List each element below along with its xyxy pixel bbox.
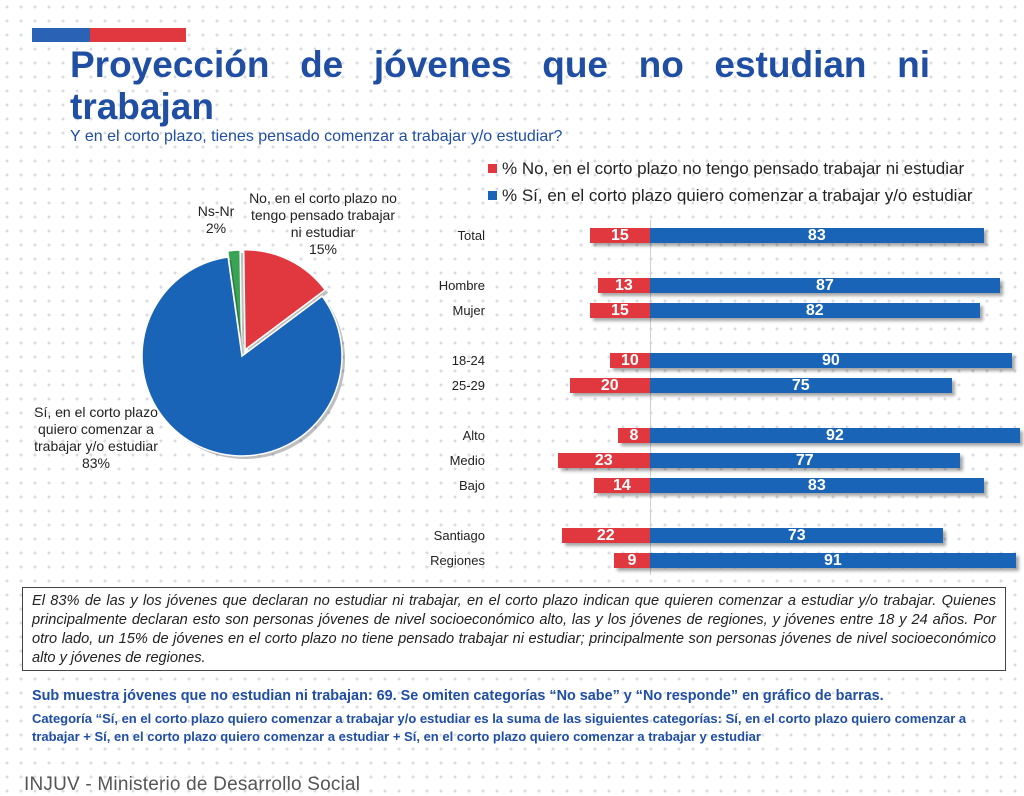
bar-no: 8 (617, 428, 650, 444)
legend-item-no: % No, en el corto plazo no tengo pensado… (488, 155, 973, 182)
bar-si: 83 (650, 478, 984, 494)
flag-stripe-red (90, 28, 186, 42)
pie-label-si: Sí, en el corto plazo quiero comenzar a … (20, 404, 172, 472)
pie-slice-si (141, 256, 343, 457)
bar-category-label: Mujer (452, 303, 485, 318)
bar-no: 14 (593, 478, 650, 494)
bar-row: Bajo 14 83 (400, 478, 1024, 494)
bar-zero-line (650, 220, 651, 575)
bar-si: 92 (650, 428, 1020, 444)
pie-label-si-line: trabajar y/o estudiar (34, 438, 158, 454)
pie-label-no-line: tengo pensado trabajar (251, 207, 395, 223)
bar-category-label: Bajo (458, 478, 485, 493)
bar-no: 13 (597, 278, 650, 294)
bar-category-label: Hombre (438, 278, 485, 293)
bar-si: 82 (650, 303, 980, 319)
bar-row: 25-29 20 75 (400, 378, 1024, 394)
pie-label-nsnr: Ns-Nr 2% (188, 203, 244, 237)
footnote-sample: Sub muestra jóvenes que no estudian ni t… (32, 688, 884, 704)
footnote-category: Categoría “Sí, en el corto plazo quiero … (32, 711, 967, 744)
bar-category-label: Total (457, 228, 485, 243)
bar-category-label: 25-29 (451, 378, 485, 393)
bar-no: 20 (569, 378, 650, 394)
pie-label-si-line: Sí, en el corto plazo (34, 404, 158, 420)
legend-label-no: % No, en el corto plazo no tengo pensado… (502, 158, 965, 178)
bar-si: 87 (650, 278, 1000, 294)
bar-category-label: Santiago (433, 528, 485, 543)
bar-si: 91 (650, 553, 1016, 569)
bar-si: 83 (650, 228, 984, 244)
bar-no: 23 (557, 453, 650, 469)
bar-no: 15 (589, 228, 650, 244)
legend-swatch-si (488, 191, 497, 200)
page-title: Proyección de jóvenes que no estudian ni… (70, 44, 930, 127)
bar-row: Regiones 9 91 (400, 553, 1024, 569)
bar-si: 90 (650, 353, 1012, 369)
bar-row: Mujer 15 82 (400, 303, 1024, 319)
pie-slice-no (242, 248, 327, 352)
bar-row: Alto 8 92 (400, 428, 1024, 444)
pie-label-no-line: No, en el corto plazo no (249, 190, 397, 206)
bar-category-label: Medio (449, 453, 485, 468)
pie-label-si-line: quiero comenzar a (38, 421, 154, 437)
bar-si: 75 (650, 378, 952, 394)
pie-label-nsnr-line: Ns-Nr (197, 203, 235, 219)
organization-footer: INJUV - Ministerio de Desarrollo Social (24, 774, 361, 795)
legend-swatch-no (488, 164, 497, 173)
bar-category-label: Alto (462, 428, 485, 443)
legend-item-si: % Sí, en el corto plazo quiero comenzar … (488, 182, 973, 209)
bar-si: 73 (650, 528, 944, 544)
bar-chart: Total 15 83 Hombre 13 87 Mujer 15 82 18-24 10 90 25-… (400, 220, 1024, 580)
bar-legend: % No, en el corto plazo no tengo pensado… (488, 155, 973, 209)
pie-label-si-line: 83% (81, 455, 111, 471)
bar-no: 10 (609, 353, 650, 369)
bar-si: 77 (650, 453, 960, 469)
bar-row: Hombre 13 87 (400, 278, 1024, 294)
pie-label-no: No, en el corto plazo no tengo pensado t… (232, 190, 414, 258)
bar-row: Santiago 22 73 (400, 528, 1024, 544)
pie-label-no-line: 15% (308, 241, 338, 257)
bar-row: Total 15 83 (400, 228, 1024, 244)
bar-no: 9 (613, 553, 650, 569)
pie-label-no-line: ni estudiar (290, 224, 356, 240)
legend-label-si: % Sí, en el corto plazo quiero comenzar … (502, 185, 973, 205)
summary-note: El 83% de las y los jóvenes que declaran… (22, 587, 1006, 671)
page-subtitle: Y en el corto plazo, tienes pensado come… (70, 128, 563, 145)
bar-row: 18-24 10 90 (400, 353, 1024, 369)
pie-label-nsnr-line: 2% (205, 220, 227, 236)
bar-row: Medio 23 77 (400, 453, 1024, 469)
bar-category-label: 18-24 (451, 353, 485, 368)
flag-stripe-blue (32, 28, 90, 42)
bar-no: 15 (589, 303, 650, 319)
bar-no: 22 (561, 528, 650, 544)
bar-category-label: Regiones (430, 553, 485, 568)
